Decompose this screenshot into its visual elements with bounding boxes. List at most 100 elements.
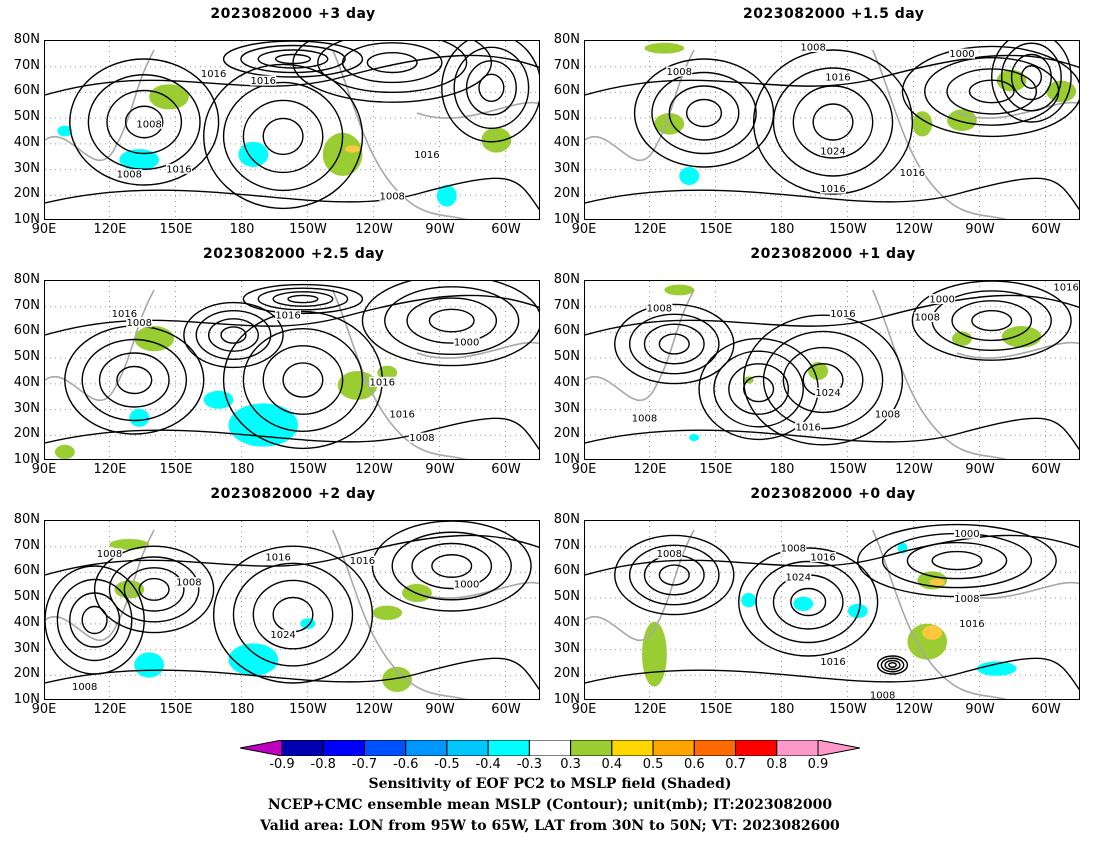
colorbar-segment bbox=[446, 740, 489, 756]
positive-sensitivity-area bbox=[952, 331, 972, 346]
latitude-label: 50N bbox=[553, 349, 580, 365]
isobar-contour bbox=[884, 659, 901, 671]
colorbar-label: 0.4 bbox=[601, 757, 623, 772]
contour-label: 1024 bbox=[786, 572, 811, 583]
colorbar-segment bbox=[735, 740, 778, 756]
longitude-label: 60W bbox=[1031, 222, 1061, 237]
contour-label: 1016 bbox=[201, 69, 226, 80]
map-plot-area: 1008 1016 1008 1016 1000 1024 1008 bbox=[44, 520, 540, 700]
isobar-contour bbox=[685, 98, 723, 128]
positive-sensitivity-area bbox=[644, 42, 685, 54]
longitude-label: 180 bbox=[769, 702, 795, 717]
contour-label: 1016 bbox=[350, 556, 375, 567]
longitude-label: 120W bbox=[895, 222, 933, 237]
latitude-label: 20N bbox=[553, 186, 580, 202]
latitude-label: 80N bbox=[553, 272, 580, 287]
isobar-contour bbox=[87, 74, 201, 170]
isobar-contour bbox=[287, 294, 319, 304]
longitude-label: 120W bbox=[355, 222, 393, 237]
latitude-label: 50N bbox=[553, 589, 580, 605]
longitude-label: 120W bbox=[355, 462, 393, 477]
longitude-label: 150W bbox=[289, 462, 327, 477]
contour-label: 1016 bbox=[166, 164, 191, 175]
coastline bbox=[585, 49, 1079, 219]
longitude-label: 90W bbox=[425, 222, 455, 237]
isobar-contour bbox=[366, 52, 418, 74]
longitude-label: 90E bbox=[31, 462, 57, 477]
longitude-label: 150E bbox=[699, 222, 733, 237]
latitude-label: 50N bbox=[553, 109, 580, 125]
isobar-contour bbox=[755, 560, 861, 644]
isobar-contour bbox=[411, 542, 493, 590]
positive-sensitivity-area bbox=[481, 127, 512, 153]
map-plot-area: 1016 1016 1008 1016 1008 1016 1008 bbox=[44, 40, 540, 220]
contour-label: 1008 bbox=[127, 318, 152, 329]
contour-label: 1000 bbox=[949, 49, 974, 60]
colorbar-segment bbox=[776, 740, 819, 756]
isobar-contour bbox=[45, 657, 539, 691]
isobar-contour bbox=[752, 49, 914, 195]
colorbar-label: 0.6 bbox=[683, 757, 705, 772]
positive-sensitivity-area bbox=[912, 111, 933, 137]
latitude-label: 10N bbox=[553, 212, 580, 227]
isobar-contour bbox=[790, 587, 827, 617]
contour-label: 1024 bbox=[815, 388, 840, 399]
isobar-contour bbox=[138, 577, 170, 601]
colorbar-segment bbox=[363, 740, 407, 756]
isobar-contour bbox=[384, 286, 520, 356]
isobar-contour bbox=[713, 350, 804, 428]
isobar-contour bbox=[643, 323, 705, 365]
negative-sensitivity-area bbox=[436, 185, 457, 207]
isobar-contour bbox=[252, 579, 334, 650]
footer-line-3: Valid area: LON from 95W to 65W, LAT fro… bbox=[260, 818, 840, 834]
colorbar-segment bbox=[405, 740, 448, 756]
coastline bbox=[45, 49, 539, 219]
isobar-contour bbox=[951, 300, 1033, 342]
latitude-label: 80N bbox=[13, 512, 40, 527]
isobar-contour bbox=[453, 46, 530, 129]
isobar-contour bbox=[222, 41, 364, 78]
panel-title: 2023082000 +3 day bbox=[210, 6, 376, 22]
colorbar-segment bbox=[487, 740, 530, 756]
longitude-label: 150W bbox=[289, 702, 327, 717]
isobar-contour bbox=[406, 297, 498, 344]
negative-sensitivity-area bbox=[134, 652, 165, 678]
latitude-label: 10N bbox=[13, 692, 40, 707]
isobar-contour bbox=[585, 417, 1079, 451]
latitude-label: 40N bbox=[553, 614, 580, 630]
map-plot-area: 1008 1008 1016 1000 1024 1008 1016 1016 1008 bbox=[584, 520, 1080, 700]
isobar-contour bbox=[274, 53, 312, 65]
contour-label: 1008 bbox=[870, 691, 895, 701]
longitude-label: 90W bbox=[965, 702, 995, 717]
longitude-label: 90E bbox=[571, 222, 597, 237]
contour-label: 1008 bbox=[97, 549, 122, 560]
negative-sensitivity-area bbox=[793, 596, 814, 611]
colorbar-label: -0.4 bbox=[475, 757, 501, 772]
isobar-contour bbox=[98, 352, 170, 408]
longitude-label: 150E bbox=[159, 222, 193, 237]
isobar-contour bbox=[614, 303, 735, 385]
isobar-contour bbox=[906, 541, 1008, 580]
contour-label: 1008 bbox=[117, 170, 142, 181]
positive-sensitivity-area bbox=[337, 371, 378, 400]
contour-label: 1008 bbox=[800, 43, 825, 54]
map-canvas: 1016 1008 1000 1008 1016 1024 1008 1008 1016 bbox=[585, 281, 1079, 459]
map-plot-area: 1016 1008 1016 1000 1016 1016 1008 bbox=[44, 280, 540, 460]
latitude-label: 30N bbox=[553, 640, 580, 656]
colorbar-label: -0.5 bbox=[434, 757, 460, 772]
contour-label: 1016 bbox=[795, 422, 820, 433]
contour-label: 1016 bbox=[900, 168, 925, 179]
negative-sensitivity-area bbox=[689, 434, 700, 442]
positive-sensitivity-area bbox=[134, 326, 174, 352]
colorbar-label: -0.7 bbox=[351, 757, 378, 772]
isobar-contour bbox=[391, 531, 512, 601]
colorbar-label: 0.9 bbox=[807, 757, 829, 772]
contour-label: 1016 bbox=[830, 309, 855, 320]
latitude-label: 70N bbox=[13, 537, 40, 553]
isobar-contour bbox=[1000, 42, 1062, 112]
positive-sensitivity-area bbox=[322, 132, 363, 176]
contour-label: 1024 bbox=[820, 146, 845, 157]
latitude-label: 60N bbox=[553, 83, 580, 99]
isobar-contour bbox=[658, 333, 690, 355]
isobar-contour bbox=[282, 362, 324, 398]
